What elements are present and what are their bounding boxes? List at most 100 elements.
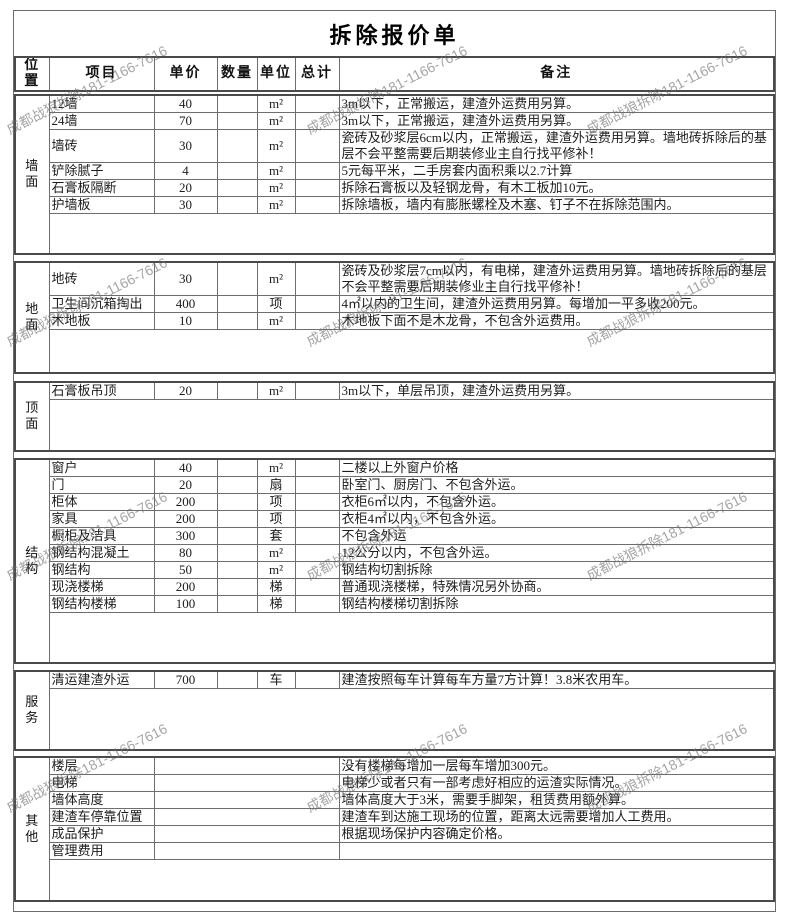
quantity-cell <box>216 458 258 477</box>
table-row: 钢结构混凝土 80 m² 12公分以内，不包含外运。 <box>15 543 775 562</box>
unit-cell: 梯 <box>256 577 296 596</box>
item-name-cell: 24墙 <box>48 112 155 130</box>
unit-price-cell: 30 <box>153 196 218 214</box>
quote-table-body: 墙 面 12墙 40 m² 3m以下，正常搬运，建渣外运费用另算。 24墙 70 m² 3m以下… <box>14 94 775 902</box>
table-row: 门 20 扇 卧室门、厨房门、不包含外运。 <box>15 475 775 494</box>
table-row: 电梯 电梯少或者只有一部考虑好相应的运渣实际情况。 <box>15 773 775 792</box>
quantity-cell <box>216 261 258 296</box>
unit-cell: m² <box>256 458 296 477</box>
unit-price-cell: 20 <box>153 475 218 494</box>
note-cell: 拆除石膏板以及轻钢龙骨，有木工板加10元。 <box>338 179 775 197</box>
table-row: 24墙 70 m² 3m以下，正常搬运，建渣外运费用另算。 <box>15 112 775 130</box>
quantity-cell <box>216 129 258 163</box>
unit-price-cell: 70 <box>153 112 218 130</box>
table-row: 墙 面 12墙 40 m² 3m以下，正常搬运，建渣外运费用另算。 <box>14 94 775 254</box>
table-row: 钢结构楼梯 100 梯 钢结构楼梯切割拆除 <box>15 594 775 613</box>
unit-cell: m² <box>256 560 296 579</box>
unit-price-cell: 200 <box>153 577 218 596</box>
item-name-cell: 石膏板吊顶 <box>48 381 155 400</box>
table-row: 卫生间沉箱掏出 400 项 4㎡以内的卫生间，建渣外运费用另算。每增加一平多收200元… <box>15 294 775 313</box>
table-row <box>15 858 775 902</box>
quantity-cell <box>216 509 258 528</box>
unit-cell: m² <box>256 129 296 163</box>
merged-empty-cell <box>153 790 340 809</box>
table-row: 橱柜及洁具 300 套 不包含外运 <box>15 526 775 545</box>
note-cell: 二楼以上外窗户价格 <box>338 458 775 477</box>
column-header: 单价 <box>153 56 218 92</box>
unit-price-cell: 700 <box>153 670 218 689</box>
note-cell: 4㎡以内的卫生间，建渣外运费用另算。每增加一平多收200元。 <box>338 294 775 313</box>
table-row: 钢结构 50 m² 钢结构切割拆除 <box>15 560 775 579</box>
total-cell <box>294 129 340 163</box>
total-cell <box>294 543 340 562</box>
table-row: 服 务清运建渣外运 700 车 建渣按照每车计算每车方量7方计算！3.8米农用车。 <box>14 670 775 750</box>
item-name-cell: 卫生间沉箱掏出 <box>48 294 155 313</box>
section-location: 顶 面 <box>14 381 50 451</box>
column-header: 总计 <box>294 56 340 92</box>
quantity-cell <box>216 526 258 545</box>
note-cell: 3m以下，单层吊顶，建渣外运费用另算。 <box>338 381 775 400</box>
total-cell <box>294 670 340 689</box>
table-row <box>15 399 775 451</box>
unit-cell: m² <box>256 112 296 130</box>
total-cell <box>294 179 340 197</box>
quantity-cell <box>216 594 258 613</box>
note-cell: 钢结构楼梯切割拆除 <box>338 594 775 613</box>
table-row <box>15 328 775 374</box>
table-row: 木地板 10 m² 木地板下面不是木龙骨，不包含外运费用。 <box>15 311 775 330</box>
table-row: 墙砖 30 m² 瓷砖及砂浆层6cm以内，正常搬运，建渣外运费用另算。墙地砖拆除后的基… <box>15 129 775 163</box>
unit-cell: m² <box>256 179 296 197</box>
section-block: 地 面地砖 30 m² 瓷砖及砂浆层7cm以内，有电梯，建渣外运费用另算。墙地砖拆除后… <box>14 260 775 374</box>
filler-cell <box>48 688 775 750</box>
page-title: 拆除报价单 <box>329 22 460 48</box>
item-name-cell: 家具 <box>48 509 155 528</box>
merged-empty-cell <box>153 841 340 860</box>
unit-price-cell: 10 <box>153 311 218 330</box>
total-cell <box>294 594 340 613</box>
merged-empty-cell <box>153 807 340 826</box>
unit-price-cell: 30 <box>153 129 218 163</box>
table-row: 结 构窗户 40 m² 二楼以上外窗户价格 <box>14 458 775 664</box>
column-header: 备注 <box>338 56 775 92</box>
note-cell: 普通现浇楼梯，特殊情况另外协商。 <box>338 577 775 596</box>
quantity-cell <box>216 475 258 494</box>
section-block: 结 构窗户 40 m² 二楼以上外窗户价格门 20 扇卧室门、厨房门、不包含外运。 柜体 20… <box>14 457 775 664</box>
unit-price-cell: 30 <box>153 261 218 296</box>
table-row: 地 面地砖 30 m² 瓷砖及砂浆层7cm以内，有电梯，建渣外运费用另算。墙地砖拆除后… <box>14 261 775 374</box>
table-row: 墙体高度 墙体高度大于3米，需要手脚架，租赁费用额外算。 <box>15 790 775 809</box>
unit-price-cell: 40 <box>153 94 218 113</box>
total-cell <box>294 526 340 545</box>
table-row: 石膏板隔断 20 m² 拆除石膏板以及轻钢龙骨，有木工板加10元。 <box>15 179 775 197</box>
table-row <box>15 213 775 254</box>
total-cell <box>294 294 340 313</box>
item-name-cell: 护墙板 <box>48 196 155 214</box>
unit-price-cell: 400 <box>153 294 218 313</box>
note-cell: 衣柜4㎡以内，不包含外运。 <box>338 509 775 528</box>
unit-price-cell: 4 <box>153 162 218 180</box>
unit-price-cell: 200 <box>153 509 218 528</box>
table-row: 管理费用 <box>15 841 775 860</box>
quantity-cell <box>216 112 258 130</box>
note-cell: 建渣车到达施工现场的位置，距离太远需要增加人工费用。 <box>338 807 775 826</box>
filler-cell <box>48 399 775 451</box>
quantity-cell <box>216 162 258 180</box>
item-name-cell: 现浇楼梯 <box>48 577 155 596</box>
item-name-cell: 楼层 <box>48 756 155 775</box>
filler-cell <box>48 328 775 374</box>
filler-cell <box>48 213 775 254</box>
item-name-cell: 地砖 <box>48 261 155 296</box>
merged-empty-cell <box>153 756 340 775</box>
section-block: 其 他楼层 没有楼梯每增加一层每车增加300元。 电梯 电梯少或者只有一部考虑好相应的… <box>14 755 775 902</box>
item-name-cell: 石膏板隔断 <box>48 179 155 197</box>
item-name-cell: 钢结构 <box>48 560 155 579</box>
item-name-cell: 门 <box>48 475 155 494</box>
item-name-cell: 木地板 <box>48 311 155 330</box>
total-cell <box>294 94 340 113</box>
merged-empty-cell <box>153 773 340 792</box>
item-name-cell: 成品保护 <box>48 824 155 843</box>
quantity-cell <box>216 311 258 330</box>
column-header: 数量 <box>216 56 258 92</box>
item-name-cell: 钢结构楼梯 <box>48 594 155 613</box>
merged-empty-cell <box>153 824 340 843</box>
